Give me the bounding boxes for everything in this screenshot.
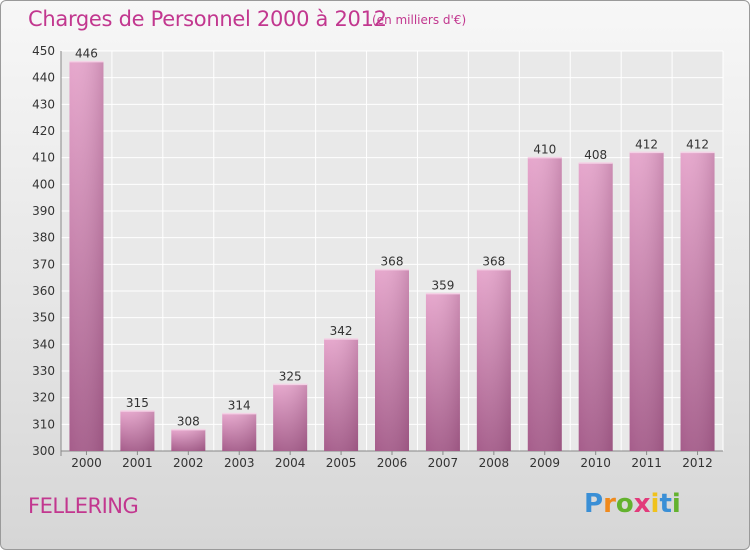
x-tick-label: 2010 bbox=[580, 456, 611, 470]
logo-letter: P bbox=[584, 489, 604, 519]
x-tick-label: 2012 bbox=[682, 456, 713, 470]
bar-shade bbox=[171, 429, 206, 451]
logo-letter: x bbox=[633, 489, 651, 519]
y-tick-label: 300 bbox=[32, 444, 55, 458]
data-label: 412 bbox=[635, 137, 658, 151]
y-tick-label: 360 bbox=[32, 284, 55, 298]
bar-shade bbox=[629, 152, 664, 452]
logo-letter: t bbox=[659, 489, 672, 519]
y-tick-label: 390 bbox=[32, 204, 55, 218]
x-tick-label: 2002 bbox=[173, 456, 204, 470]
data-label: 359 bbox=[431, 279, 454, 293]
bar-shade bbox=[680, 152, 715, 452]
chart-title: Charges de Personnel 2000 à 2012 bbox=[28, 7, 387, 31]
x-tick-label: 2006 bbox=[377, 456, 408, 470]
logo-letter: r bbox=[603, 489, 616, 519]
y-tick-label: 310 bbox=[32, 417, 55, 431]
bar-shade bbox=[273, 384, 308, 451]
y-tick-label: 350 bbox=[32, 311, 55, 325]
logo-letter: i bbox=[650, 489, 660, 519]
y-tick-label: 430 bbox=[32, 97, 55, 111]
bar-shade bbox=[527, 157, 562, 451]
bar-shade bbox=[476, 269, 511, 451]
x-tick-label: 2000 bbox=[71, 456, 102, 470]
commune-name: FELLERING bbox=[28, 494, 139, 518]
data-label: 368 bbox=[482, 255, 505, 269]
data-label: 308 bbox=[177, 415, 200, 429]
y-tick-label: 340 bbox=[32, 337, 55, 351]
data-label: 368 bbox=[381, 255, 404, 269]
y-tick-label: 450 bbox=[32, 44, 55, 58]
logo-letter: o bbox=[615, 489, 634, 519]
bar-shade bbox=[324, 339, 359, 451]
data-label: 325 bbox=[279, 369, 302, 383]
data-label: 412 bbox=[686, 137, 709, 151]
y-tick-label: 420 bbox=[32, 124, 55, 138]
x-tick-label: 2011 bbox=[631, 456, 662, 470]
data-label: 315 bbox=[126, 396, 149, 410]
bar-shade bbox=[120, 411, 155, 451]
x-tick-label: 2007 bbox=[428, 456, 459, 470]
chart-unit-label: (en milliers d'€) bbox=[372, 13, 467, 27]
y-tick-label: 440 bbox=[32, 71, 55, 85]
y-tick-label: 320 bbox=[32, 391, 55, 405]
y-tick-label: 370 bbox=[32, 257, 55, 271]
data-label: 446 bbox=[75, 47, 98, 61]
x-tick-label: 2001 bbox=[122, 456, 153, 470]
bar-shade bbox=[69, 61, 104, 452]
data-label: 408 bbox=[584, 148, 607, 162]
y-tick-label: 400 bbox=[32, 177, 55, 191]
data-label: 314 bbox=[228, 399, 251, 413]
proxiti-logo: Proxiti bbox=[584, 489, 681, 519]
x-tick-label: 2004 bbox=[275, 456, 306, 470]
data-label: 342 bbox=[330, 324, 353, 338]
x-tick-label: 2008 bbox=[479, 456, 510, 470]
x-tick-label: 2005 bbox=[326, 456, 357, 470]
y-tick-label: 380 bbox=[32, 231, 55, 245]
y-tick-label: 410 bbox=[32, 151, 55, 165]
bar-shade bbox=[375, 269, 409, 451]
y-tick-label: 330 bbox=[32, 364, 55, 378]
x-tick-label: 2003 bbox=[224, 456, 255, 470]
logo-letter: i bbox=[671, 489, 681, 519]
x-tick-label: 2009 bbox=[529, 456, 560, 470]
bar-shade bbox=[222, 413, 257, 451]
bar-shade bbox=[425, 293, 460, 451]
bar-shade bbox=[578, 163, 613, 451]
data-label: 410 bbox=[533, 143, 556, 157]
